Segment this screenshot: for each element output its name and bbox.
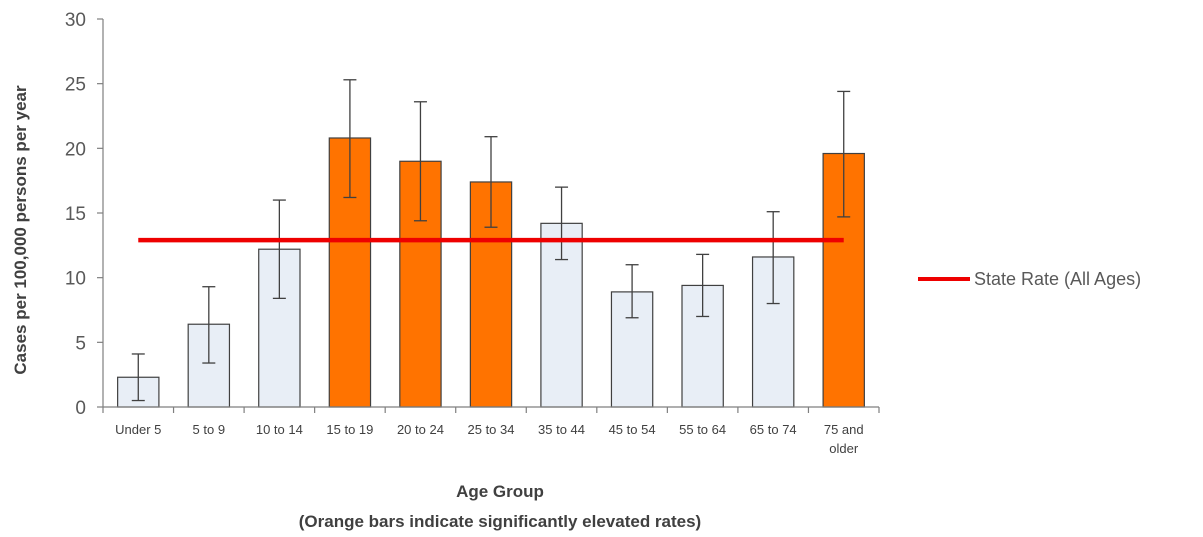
- y-axis-title: Cases per 100,000 persons per year: [11, 85, 30, 375]
- tick-labels: 0 5 10 15 20 25 30 Under 5 5 to 9 10 to 14 15 to 1…: [65, 10, 864, 456]
- error-bars: [131, 79, 851, 402]
- y-tick-label: 5: [75, 333, 86, 354]
- x-tick-label: 55 to 64: [679, 422, 726, 437]
- x-tick-label: 15 to 19: [326, 422, 373, 437]
- y-tick-label: 15: [65, 204, 86, 225]
- x-tick-label: Under 5: [115, 422, 161, 437]
- y-tick-label: 10: [65, 269, 86, 290]
- legend-label: State Rate (All Ages): [974, 269, 1141, 289]
- x-tick-label: 10 to 14: [256, 422, 303, 437]
- x-tick-label: 25 to 34: [468, 422, 515, 437]
- legend: State Rate (All Ages): [918, 269, 1141, 289]
- x-axis-note: (Orange bars indicate significantly elev…: [299, 512, 701, 531]
- axes: [97, 18, 880, 413]
- y-tick-label: 30: [65, 10, 86, 31]
- x-tick-label: 65 to 74: [750, 422, 797, 437]
- y-tick-label: 20: [65, 139, 86, 160]
- x-tick-label: 35 to 44: [538, 422, 585, 437]
- y-tick-label: 0: [75, 398, 86, 419]
- x-tick-label: 20 to 24: [397, 422, 444, 437]
- bar: [328, 137, 372, 408]
- x-axis-title: Age Group: [456, 482, 544, 501]
- y-tick-label: 25: [65, 75, 86, 96]
- x-tick-label: 5 to 9: [193, 422, 226, 437]
- x-tick-label: 75 and older: [824, 422, 864, 456]
- x-tick-label: 45 to 54: [609, 422, 656, 437]
